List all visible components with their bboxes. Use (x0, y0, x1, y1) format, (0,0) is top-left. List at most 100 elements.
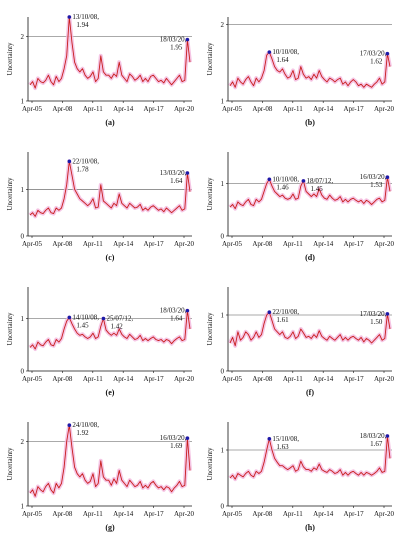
peak-marker (385, 312, 390, 316)
peak-date-label: 17/03/20, (360, 50, 387, 58)
x-tick-label: Apr-17 (144, 375, 165, 383)
peak-marker (101, 316, 106, 321)
x-tick-label: Apr-05 (22, 105, 43, 113)
series-line (229, 176, 391, 210)
x-tick-label: Apr-05 (22, 240, 43, 248)
y-tick-label: 0 (21, 233, 25, 241)
series-line (29, 310, 191, 350)
x-tick-label: Apr-17 (144, 105, 165, 113)
y-tick-label: 1 (21, 186, 25, 194)
x-tick-label: Apr-17 (344, 510, 365, 518)
x-tick-label: Apr-11 (83, 105, 103, 113)
x-tick-label: Apr-08 (252, 240, 273, 248)
peak-marker (267, 310, 272, 314)
y-axis-label: Uncertainty (6, 42, 14, 76)
x-tick-label: Apr-14 (113, 375, 134, 383)
series-line (229, 51, 391, 88)
x-tick-label: Apr-08 (52, 105, 73, 113)
peak-value-label: 1.62 (370, 58, 383, 66)
peak-date-label: 16/03/20, (160, 434, 187, 442)
peak-marker (67, 315, 72, 320)
peak-value-label: 1.78 (76, 165, 89, 173)
peak-date-label: 16/03/20, (360, 173, 387, 181)
chart-panel-a: 1 2 Uncertainty Apr-05 Apr-08 Apr-11 Apr-14 Apr… (4, 5, 196, 137)
x-tick-label: Apr-17 (144, 240, 165, 248)
x-tick-label: Apr-11 (283, 510, 303, 518)
peak-value-label: 1.45 (76, 321, 89, 329)
peak-date-label: 13/03/20, (160, 169, 187, 177)
y-tick-label: 2 (221, 21, 225, 29)
peak-date-label: 18/03/20, (160, 36, 187, 44)
peak-marker (385, 51, 390, 56)
panel-label: (g) (105, 523, 115, 532)
x-tick-label: Apr-05 (22, 375, 43, 383)
peak-date-label: 15/10/08, (272, 435, 299, 443)
peak-marker (385, 175, 390, 179)
panel-label: (c) (106, 253, 115, 262)
x-tick-label: Apr-14 (313, 240, 334, 248)
x-tick-label: Apr-20 (174, 375, 195, 383)
chart-panel-d: 0 1 Uncertainty Apr-05 Apr-08 Apr-11 Apr-14 Apr… (204, 140, 396, 272)
peak-value-label: 1.46 (276, 183, 289, 191)
y-axis-label: Uncertainty (206, 177, 214, 211)
peak-value-label: 1.69 (170, 442, 183, 450)
y-tick-label: 1 (21, 315, 25, 323)
chart-panel-f: 0 1 Uncertainty Apr-05 Apr-08 Apr-11 Apr-14 Apr… (204, 275, 396, 407)
y-tick-label: 1 (221, 98, 225, 106)
x-tick-label: Apr-08 (252, 105, 273, 113)
peak-marker (185, 436, 190, 440)
x-tick-label: Apr-11 (283, 240, 303, 248)
chart-panel-b: 1 2 Uncertainty Apr-05 Apr-08 Apr-11 Apr-14 Apr… (204, 5, 396, 137)
x-tick-label: Apr-20 (374, 510, 395, 518)
peak-value-label: 1.61 (276, 316, 289, 324)
y-tick-label: 1 (21, 98, 25, 106)
peak-value-label: 1.64 (170, 177, 183, 185)
x-tick-label: Apr-14 (113, 240, 134, 248)
peak-value-label: 1.64 (170, 315, 183, 323)
x-tick-label: Apr-11 (83, 510, 103, 518)
peak-date-label: 18/03/20, (360, 432, 387, 440)
peak-value-label: 1.45 (310, 185, 323, 193)
series-line (229, 435, 391, 480)
peak-value-label: 1.67 (370, 440, 383, 448)
y-tick-label: 0 (221, 503, 225, 511)
chart-panel-h: 0 1 Uncertainty Apr-05 Apr-08 Apr-11 Apr-14 Apr… (204, 410, 396, 542)
peak-date-label: 18/07/12, (306, 177, 333, 185)
peak-marker (267, 177, 272, 182)
series-line (29, 424, 191, 497)
x-tick-label: Apr-11 (283, 105, 303, 113)
x-tick-label: Apr-20 (174, 105, 195, 113)
panel-label: (b) (305, 118, 315, 127)
peak-date-label: 18/03/20, (160, 307, 187, 315)
panel-label: (d) (305, 253, 315, 262)
y-axis-label: Uncertainty (206, 312, 214, 346)
x-tick-label: Apr-08 (52, 240, 73, 248)
x-tick-label: Apr-20 (174, 510, 195, 518)
y-tick-label: 0 (221, 368, 225, 376)
chart-svg: 1 2 Uncertainty Apr-05 Apr-08 Apr-11 Apr-14 Apr… (206, 17, 395, 127)
peak-value-label: 1.42 (110, 323, 123, 331)
x-tick-label: Apr-14 (313, 375, 334, 383)
chart-svg: 0 1 Uncertainty Apr-05 Apr-08 Apr-11 Apr-14 Apr… (206, 287, 395, 397)
peak-date-label: 25/07/12, (106, 315, 133, 323)
x-tick-label: Apr-14 (113, 105, 134, 113)
x-tick-label: Apr-20 (374, 105, 395, 113)
peak-marker (385, 434, 390, 438)
y-axis-label: Uncertainty (206, 447, 214, 481)
peak-marker (267, 50, 272, 54)
y-tick-label: 1 (221, 180, 225, 188)
peak-marker (301, 179, 306, 183)
peak-date-label: 14/10/08, (72, 313, 99, 321)
chart-panel-c: 0 1 Uncertainty Apr-05 Apr-08 Apr-11 Apr-14 Apr… (4, 140, 196, 272)
peak-value-label: 1.92 (76, 429, 89, 437)
peak-marker (67, 159, 72, 164)
peak-marker (185, 37, 190, 42)
chart-svg: 1 2 Uncertainty Apr-05 Apr-08 Apr-11 Apr-14 Apr… (6, 421, 195, 532)
x-tick-label: Apr-20 (174, 240, 195, 248)
y-tick-label: 2 (21, 33, 25, 41)
y-tick-label: 0 (221, 233, 225, 241)
chart-svg: 0 1 Uncertainty Apr-05 Apr-08 Apr-11 Apr-14 Apr… (6, 287, 195, 397)
x-tick-label: Apr-08 (52, 510, 73, 518)
y-axis-label: Uncertainty (6, 312, 14, 346)
panel-label: (a) (105, 118, 115, 127)
